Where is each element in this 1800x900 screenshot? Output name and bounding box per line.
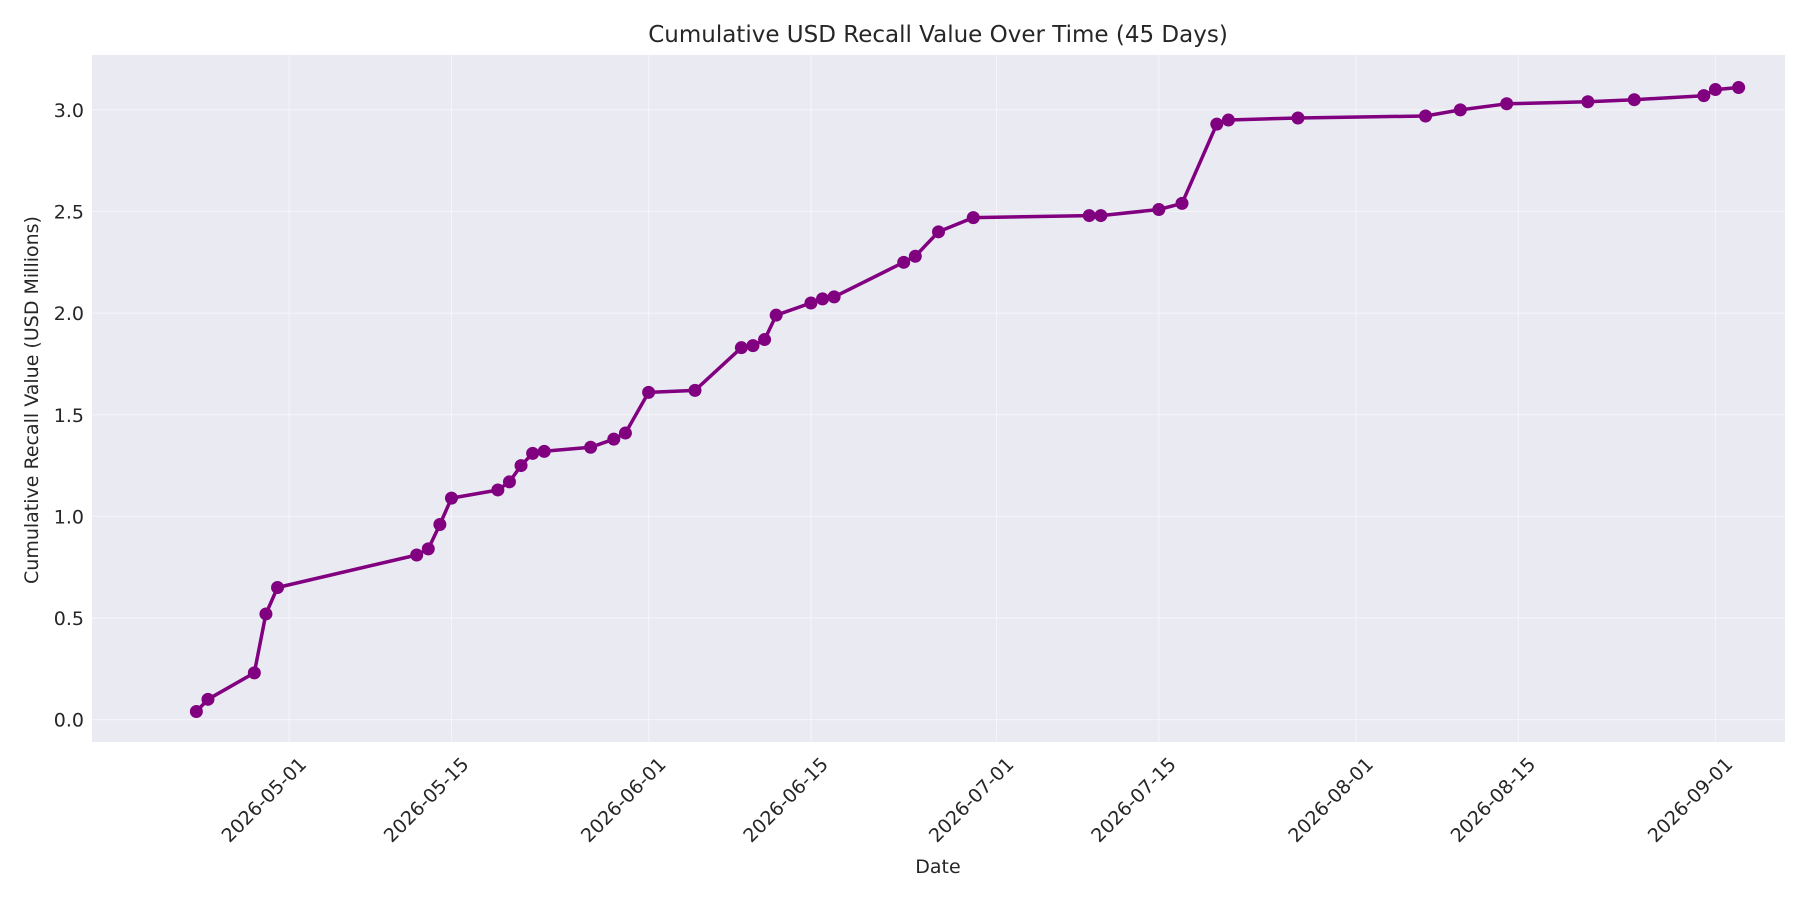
- data-point: [537, 444, 551, 458]
- data-point: [1291, 111, 1305, 125]
- chart-title: Cumulative USD Recall Value Over Time (4…: [648, 22, 1228, 48]
- data-point: [1210, 117, 1224, 131]
- data-point: [410, 548, 424, 562]
- data-point: [1175, 196, 1189, 210]
- data-point: [1581, 95, 1595, 109]
- y-axis-ticks: 0.0 0.5 1.0 1.5 2.0 2.5 3.0: [54, 100, 84, 732]
- x-axis-label: Date: [915, 856, 960, 878]
- data-point: [259, 607, 273, 621]
- data-point: [746, 339, 760, 353]
- data-point: [526, 446, 540, 460]
- x-tick-label: 2026-07-01: [925, 753, 1019, 847]
- data-point: [618, 426, 632, 440]
- data-point: [584, 440, 598, 454]
- x-tick-label: 2026-08-15: [1447, 753, 1541, 847]
- data-point: [607, 432, 621, 446]
- data-point: [1627, 93, 1641, 107]
- data-point: [897, 255, 911, 269]
- data-point: [1453, 103, 1467, 117]
- y-tick-label: 0.5: [54, 608, 84, 630]
- y-tick-label: 2.0: [54, 303, 84, 325]
- y-tick-label: 2.5: [54, 202, 84, 224]
- y-tick-label: 1.0: [54, 506, 84, 528]
- data-point: [966, 211, 980, 225]
- data-point: [688, 383, 702, 397]
- y-axis-label: Cumulative Recall Value (USD Millions): [21, 216, 43, 584]
- data-point: [271, 581, 285, 595]
- data-point: [734, 341, 748, 355]
- x-tick-label: 2026-05-01: [217, 753, 311, 847]
- data-point: [514, 459, 528, 473]
- data-point: [1221, 113, 1235, 127]
- data-point: [1094, 209, 1108, 223]
- x-tick-label: 2026-06-15: [739, 753, 833, 847]
- data-point: [908, 249, 922, 263]
- data-point: [444, 491, 458, 505]
- data-point: [769, 308, 783, 322]
- data-point: [932, 225, 945, 239]
- plot-background: [92, 55, 1785, 742]
- y-tick-label: 0.0: [54, 710, 84, 732]
- data-point: [1500, 97, 1514, 111]
- y-tick-label: 1.5: [54, 405, 84, 427]
- data-point: [1152, 202, 1166, 216]
- data-point: [433, 518, 447, 532]
- data-point: [804, 296, 818, 310]
- x-tick-label: 2026-05-15: [380, 753, 474, 847]
- data-point: [1082, 209, 1096, 223]
- y-tick-label: 3.0: [54, 100, 84, 122]
- x-tick-label: 2026-07-15: [1087, 753, 1181, 847]
- data-point: [1708, 83, 1722, 97]
- data-point: [1419, 109, 1433, 123]
- data-point: [1732, 81, 1746, 95]
- data-point: [247, 666, 261, 680]
- grid: [92, 55, 1785, 742]
- data-point: [827, 290, 841, 304]
- data-point: [189, 705, 203, 719]
- x-tick-label: 2026-09-01: [1644, 753, 1738, 847]
- data-point: [502, 475, 516, 489]
- x-axis-ticks: 2026-05-01 2026-05-15 2026-06-01 2026-06-15…: [217, 753, 1737, 847]
- data-point: [1697, 89, 1711, 103]
- data-point: [642, 385, 656, 399]
- data-points: [189, 81, 1746, 719]
- x-tick-label: 2026-06-01: [577, 753, 671, 847]
- data-point: [201, 692, 215, 706]
- data-point: [421, 542, 435, 556]
- data-point: [758, 333, 772, 347]
- data-point: [491, 483, 505, 497]
- data-point: [816, 292, 830, 306]
- x-tick-label: 2026-08-01: [1284, 753, 1378, 847]
